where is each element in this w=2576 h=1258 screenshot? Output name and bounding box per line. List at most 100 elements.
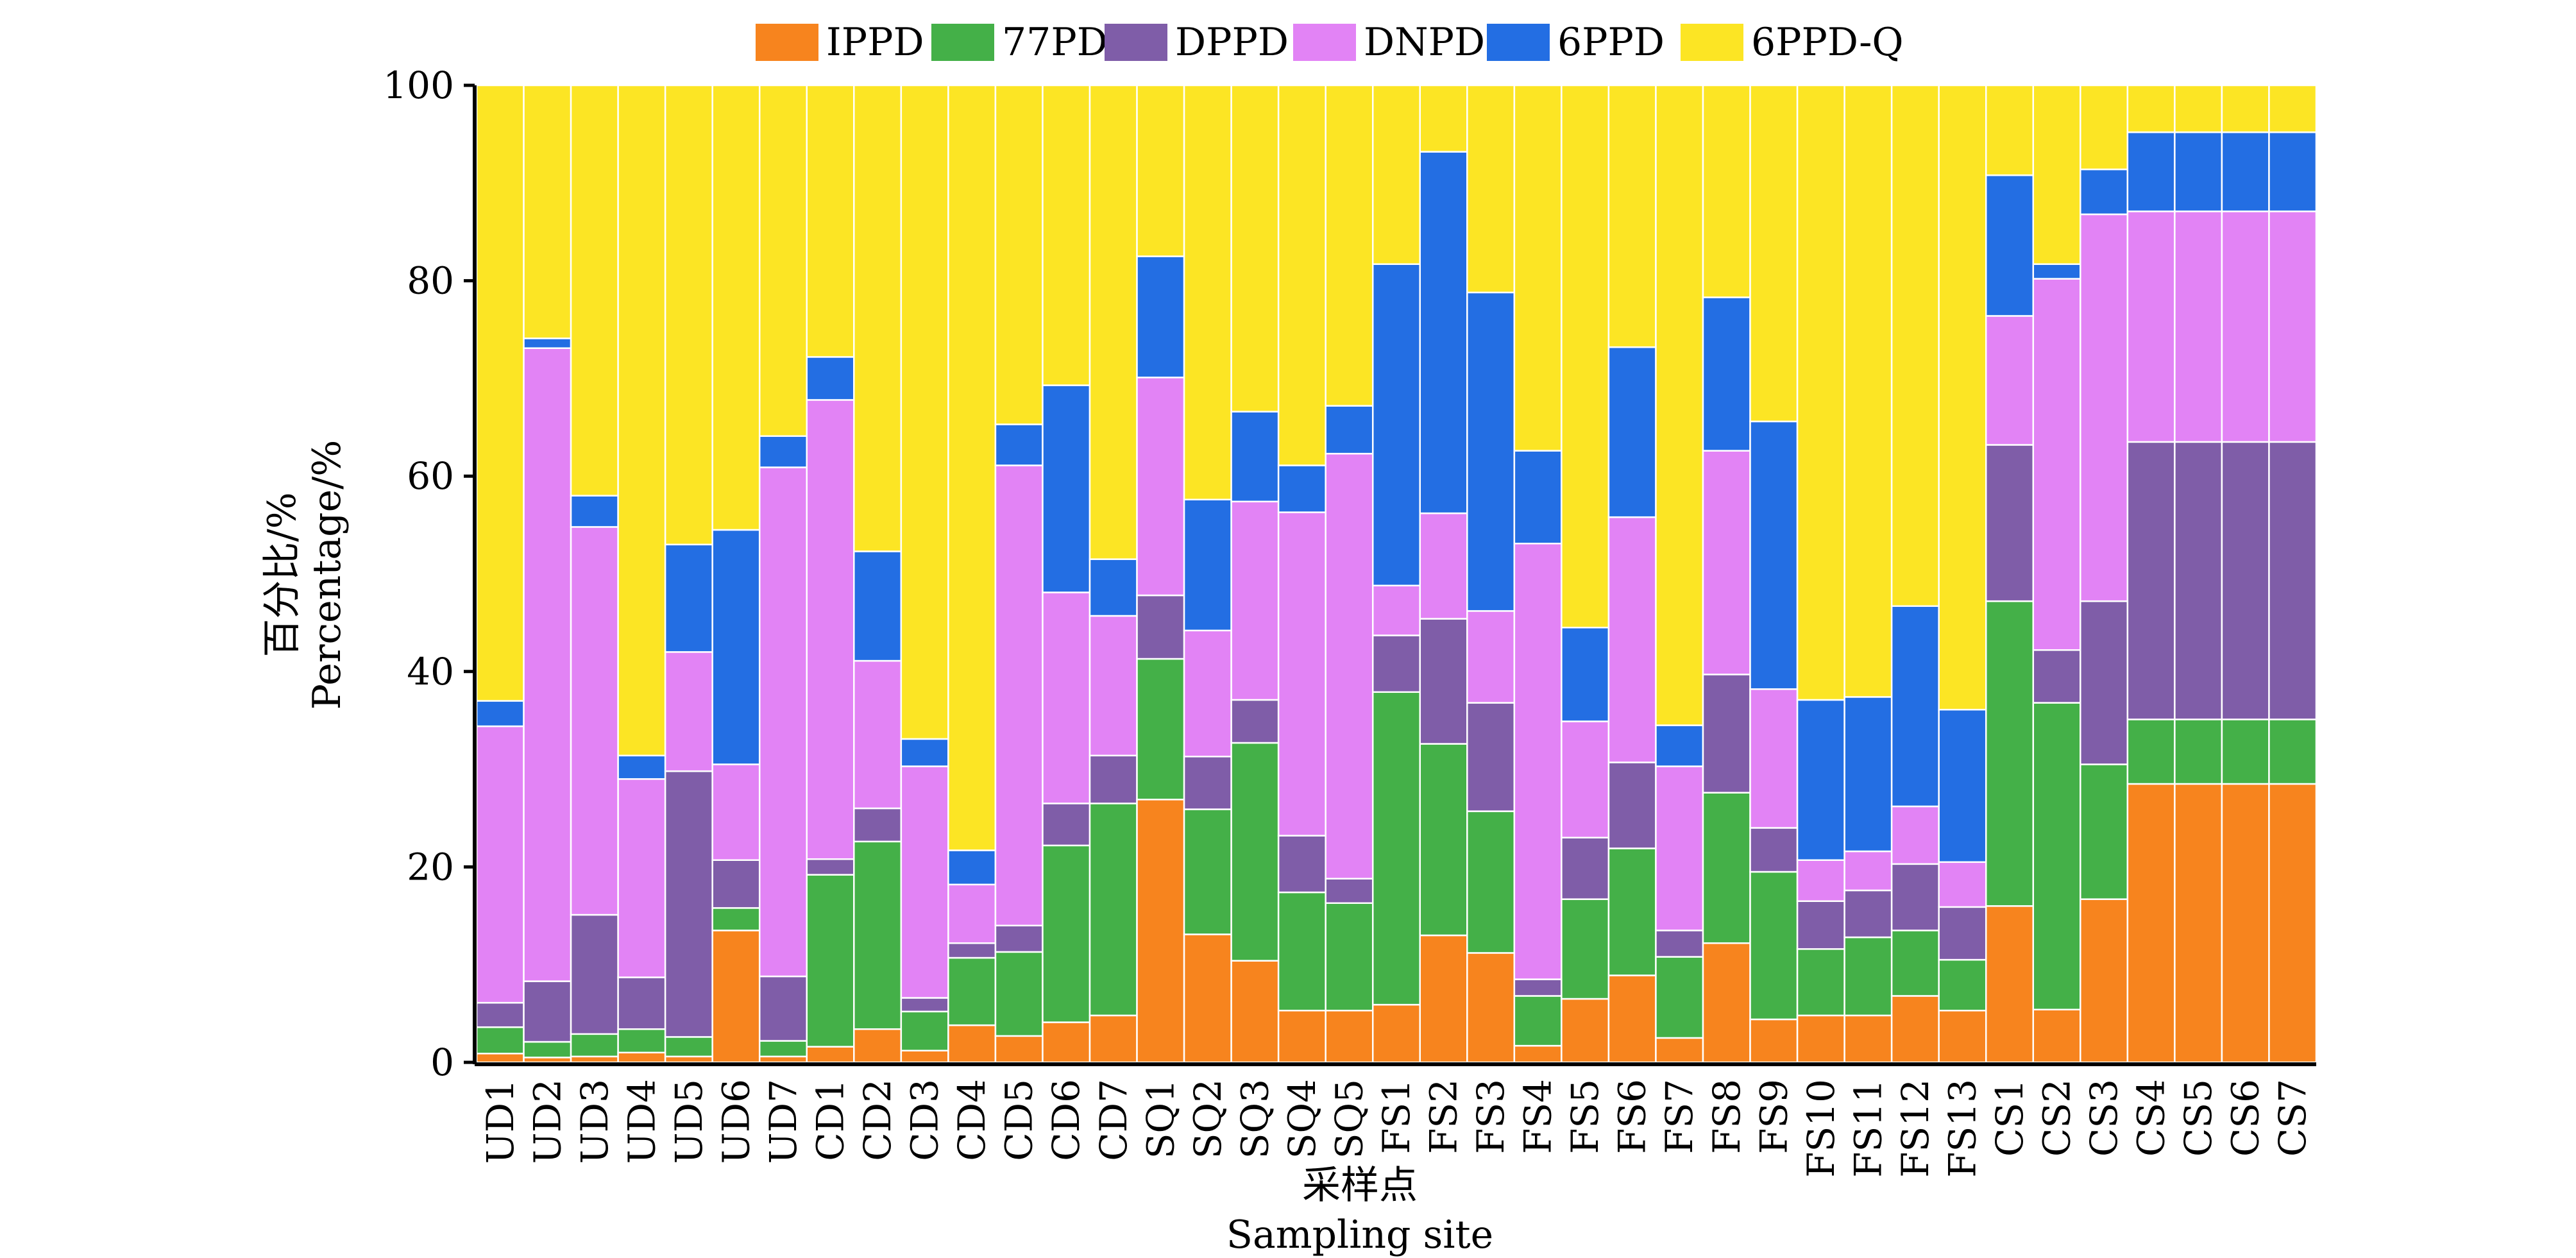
x-tick-label: CS5 <box>2176 1079 2220 1157</box>
bar-CD7-77PD <box>1089 803 1138 1017</box>
x-tick-label: CD2 <box>856 1079 899 1161</box>
bar-FS10-IPPD <box>1796 1014 1845 1064</box>
bar-CD7-6PPD <box>1089 558 1138 617</box>
bar-SQ3-6PPD <box>1230 411 1280 503</box>
bar-SQ4-6PPD <box>1277 464 1326 513</box>
bar-FS5-6PPD-Q <box>1561 84 1610 629</box>
bar-FS1-DNPD <box>1371 584 1421 636</box>
x-tick-label: FS10 <box>1799 1079 1843 1178</box>
bar-CD4-DNPD <box>947 883 997 944</box>
bar-FS4-DNPD <box>1513 543 1563 980</box>
bar-FS9-DPPD <box>1749 827 1799 873</box>
bar-CD7-DPPD <box>1089 754 1138 804</box>
bar-CD3-6PPD <box>900 738 949 767</box>
legend-label-6PPD: 6PPD <box>1557 20 1665 65</box>
bar-FS7-77PD <box>1655 956 1704 1039</box>
bar-SQ5-DNPD <box>1325 452 1374 880</box>
bar-SQ4-77PD <box>1277 891 1326 1012</box>
bar-FS7-IPPD <box>1655 1037 1704 1064</box>
bar-UD1-DNPD <box>475 725 525 1004</box>
legend-swatch-IPPD <box>756 24 818 61</box>
x-axis-title-cn: 采样点 <box>1302 1163 1418 1208</box>
bar-CD6-6PPD <box>1042 384 1091 593</box>
bar-SQ2-DPPD <box>1183 756 1232 810</box>
bar-CS5-6PPD-Q <box>2174 84 2223 133</box>
bar-SQ4-IPPD <box>1277 1010 1326 1064</box>
bar-CD4-DPPD <box>947 942 997 959</box>
bar-FS8-DNPD <box>1702 450 1751 676</box>
bar-UD4-DPPD <box>617 976 666 1030</box>
bar-UD5-IPPD <box>664 1055 713 1064</box>
bar-UD4-6PPD-Q <box>617 84 666 757</box>
bar-UD7-6PPD <box>758 435 808 468</box>
legend-label-IPPD: IPPD <box>826 20 924 65</box>
bar-FS8-DPPD <box>1702 674 1751 794</box>
bar-CS6-77PD <box>2221 718 2270 785</box>
bar-FS11-IPPD <box>1843 1014 1893 1064</box>
x-tick-label: UD2 <box>525 1079 569 1164</box>
bar-CS1-6PPD <box>1985 174 2035 317</box>
y-axis-title: 百分比/% Percentage/% <box>260 440 350 710</box>
bar-CS7-DNPD <box>2268 210 2318 443</box>
bar-FS12-6PPD <box>1890 605 1940 808</box>
bar-CD2-6PPD <box>853 550 902 662</box>
bar-CD4-6PPD-Q <box>947 84 997 851</box>
bar-FS13-77PD <box>1938 958 1987 1012</box>
bar-CS4-77PD <box>2126 718 2176 785</box>
bar-UD2-DNPD <box>523 347 572 982</box>
x-tick-label: FS3 <box>1469 1079 1513 1154</box>
bar-FS6-6PPD-Q <box>1607 84 1657 348</box>
bar-SQ5-77PD <box>1325 902 1374 1012</box>
axes <box>473 85 2316 1066</box>
bar-FS9-6PPD <box>1749 420 1799 690</box>
legend-label-DPPD: DPPD <box>1175 20 1289 65</box>
bar-FS13-IPPD <box>1938 1010 1987 1064</box>
bar-FS2-DNPD <box>1419 512 1468 620</box>
x-tick-label: SQ4 <box>1280 1079 1324 1159</box>
x-tick-label: FS7 <box>1657 1079 1701 1154</box>
x-tick-label: UD7 <box>761 1079 805 1164</box>
bar-CD5-6PPD <box>994 423 1044 466</box>
bar-FS11-DNPD <box>1843 850 1893 892</box>
bar-CD3-6PPD-Q <box>900 84 949 740</box>
bar-FS2-IPPD <box>1419 934 1468 1064</box>
bar-FS9-77PD <box>1749 871 1799 1021</box>
bar-CD4-IPPD <box>947 1024 997 1064</box>
x-tick-label: CS1 <box>1988 1079 2031 1157</box>
bar-SQ3-DNPD <box>1230 500 1280 701</box>
bar-UD1-6PPD-Q <box>475 84 525 702</box>
bar-CS2-77PD <box>2032 702 2081 1011</box>
bar-FS13-DPPD <box>1938 906 1987 961</box>
bar-UD6-DPPD <box>711 859 761 909</box>
legend-label-6PPD-Q: 6PPD-Q <box>1751 20 1904 65</box>
bar-SQ4-DPPD <box>1277 835 1326 894</box>
bar-FS4-6PPD <box>1513 450 1563 545</box>
bar-UD7-77PD <box>758 1040 808 1058</box>
bar-UD6-IPPD <box>711 930 761 1064</box>
bar-CS2-DPPD <box>2032 649 2081 704</box>
x-tick-label: CS6 <box>2224 1079 2267 1157</box>
y-axis-title-en: Percentage/% <box>305 440 350 710</box>
bar-UD5-77PD <box>664 1036 713 1058</box>
bar-FS5-6PPD <box>1561 627 1610 722</box>
y-axis-title-cn: 百分比/% <box>260 492 305 657</box>
x-tick-label: FS5 <box>1563 1079 1607 1154</box>
x-tick-label: CD4 <box>950 1079 994 1161</box>
bar-FS8-77PD <box>1702 792 1751 944</box>
x-tick-label: CS2 <box>2035 1079 2079 1157</box>
bar-FS5-DNPD <box>1561 720 1610 838</box>
bar-CD1-6PPD-Q <box>806 84 855 358</box>
bar-UD2-DPPD <box>523 980 572 1043</box>
bar-FS11-DPPD <box>1843 889 1893 939</box>
bar-CD5-IPPD <box>994 1035 1044 1064</box>
bar-UD6-6PPD <box>711 529 761 765</box>
bar-FS10-6PPD-Q <box>1796 84 1845 701</box>
bar-FS3-DNPD <box>1466 610 1516 704</box>
bar-FS1-DPPD <box>1371 634 1421 693</box>
bar-CS1-IPPD <box>1985 905 2035 1064</box>
bar-CS3-6PPD-Q <box>2080 84 2129 171</box>
bar-CD1-6PPD <box>806 356 855 401</box>
x-tick-label: FS13 <box>1940 1079 1984 1178</box>
bar-CD5-6PPD-Q <box>994 84 1044 425</box>
bar-FS1-IPPD <box>1371 1003 1421 1064</box>
